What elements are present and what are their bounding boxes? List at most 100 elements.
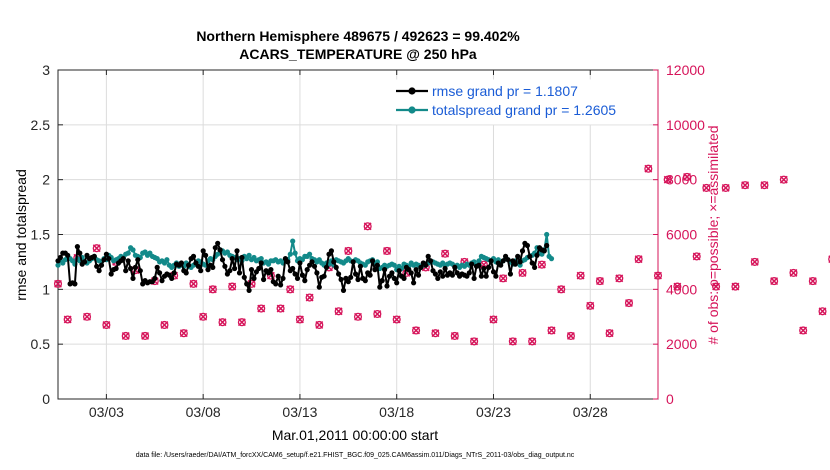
rmse-point <box>544 242 550 249</box>
rmse-point <box>94 263 100 269</box>
obs-possible-marker <box>634 255 643 264</box>
rmse-point <box>246 287 252 293</box>
y-right-tick-label: 8000 <box>666 172 697 188</box>
rmse-point <box>77 250 83 256</box>
rmse-point <box>379 278 385 284</box>
obs-possible-marker <box>305 293 314 302</box>
rmse-point <box>215 240 221 246</box>
rmse-series <box>55 240 550 293</box>
rmse-point <box>476 262 482 268</box>
obs-possible-marker <box>431 329 440 338</box>
rmse-point <box>217 247 223 253</box>
rmse-point <box>227 268 233 274</box>
obs-possible-marker <box>779 175 788 184</box>
rmse-point <box>299 272 305 278</box>
obs-possible-marker <box>92 244 101 253</box>
obs-assimilated-marker <box>334 307 343 316</box>
obs-assimilated-marker <box>354 312 362 321</box>
rmse-point <box>415 272 422 278</box>
obs-possible-marker <box>789 268 798 277</box>
obs-possible-marker <box>731 282 740 291</box>
obs-possible-marker <box>595 277 604 286</box>
obs-possible-marker <box>624 298 634 308</box>
rmse-point <box>469 261 475 267</box>
x-tick-label: 03/08 <box>186 404 221 420</box>
obs-possible-marker <box>605 329 614 338</box>
rmse-point <box>222 263 228 269</box>
obs-possible-marker <box>770 277 779 286</box>
legend-box <box>391 79 650 125</box>
obs-assimilated-marker <box>412 326 420 335</box>
totalspread-point <box>307 251 313 257</box>
obs-possible-marker <box>741 181 750 190</box>
grid-lines <box>58 70 658 399</box>
y-right-tick-label: 6000 <box>666 227 697 243</box>
rmse-point <box>57 254 64 261</box>
rmse-point <box>396 268 402 274</box>
rmse-point <box>241 274 247 280</box>
obs-assimilated-marker <box>218 318 227 327</box>
rmse-point <box>336 271 342 277</box>
y-left-tick-label: 1 <box>42 281 50 297</box>
obs-assimilated-marker <box>750 257 759 266</box>
obs-possible-marker <box>499 274 508 283</box>
obs-possible-marker <box>228 282 237 291</box>
rmse-point <box>236 270 243 276</box>
obs-assimilated-marker <box>702 183 711 192</box>
obs-possible-marker <box>615 274 624 283</box>
y-left-tick-label: 0.5 <box>31 336 51 352</box>
totalspread-point <box>215 251 221 257</box>
rmse-point <box>128 265 134 272</box>
x-axis-label: Mar.01,2011 00:00:00 start <box>272 427 438 443</box>
rmse-point <box>190 253 197 259</box>
totalspread-point <box>290 238 296 244</box>
rmse-point <box>486 264 492 270</box>
left-axis-label: rmse and totalspread <box>13 169 29 301</box>
rmse-point <box>418 264 424 270</box>
obs-possible-marker <box>441 249 450 258</box>
obs-assimilated-marker <box>54 279 62 288</box>
obs-assimilated-marker <box>305 293 314 302</box>
obs-assimilated-marker <box>208 285 217 294</box>
obs-possible-marker <box>382 246 392 256</box>
rmse-point <box>466 270 472 276</box>
totalspread-point <box>246 252 252 258</box>
obs-assimilated-marker <box>499 274 508 283</box>
rmse-point <box>297 260 303 266</box>
rmse-point <box>340 287 347 293</box>
rmse-point <box>512 261 518 267</box>
obs-possible-marker <box>160 320 169 330</box>
obs-assimilated-marker <box>63 315 72 324</box>
rmse-point <box>195 263 201 269</box>
totalspread-point <box>130 247 136 253</box>
rmse-point <box>519 248 526 254</box>
obs-possible-marker <box>808 277 817 286</box>
x-tick-label: 03/23 <box>476 404 511 420</box>
rmse-point <box>186 262 192 268</box>
obs-possible-marker <box>702 183 711 192</box>
obs-assimilated-marker <box>547 326 556 335</box>
rmse-point <box>515 253 521 259</box>
rmse-point <box>294 275 301 281</box>
obs-possible-marker <box>566 331 575 340</box>
rmse-point <box>302 278 308 284</box>
rmse-point <box>256 265 262 272</box>
obs-possible-marker <box>450 331 459 340</box>
rmse-point <box>198 268 204 274</box>
obs-possible-marker <box>363 222 372 231</box>
obs-assimilated-marker <box>344 247 353 255</box>
rmse-point <box>98 262 105 268</box>
obs-assimilated-marker <box>470 337 479 346</box>
rmse-point <box>481 265 487 272</box>
obs-assimilated-marker <box>683 172 691 181</box>
totalspread-point <box>544 231 550 238</box>
obs-assimilated-marker <box>315 321 324 329</box>
totalspread-point <box>391 262 397 268</box>
legend: rmse grand pr = 1.1807 totalspread grand… <box>391 79 650 125</box>
obs-assimilated-marker <box>257 304 266 313</box>
obs-assimilated-marker <box>799 326 808 335</box>
rmse-point <box>488 258 494 264</box>
obs-possible-marker <box>576 271 585 280</box>
legend-rmse-marker <box>408 87 416 95</box>
rmse-point <box>219 257 226 263</box>
